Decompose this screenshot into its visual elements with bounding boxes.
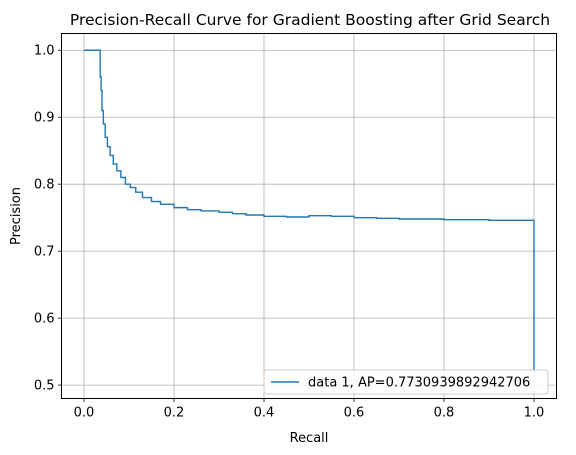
pr-curve-line: [84, 49, 535, 372]
legend-box: [263, 369, 549, 395]
x-tick-label: 0.0: [74, 406, 95, 421]
y-tick-label: 0.9: [34, 111, 55, 126]
plot-frame: [61, 33, 557, 399]
y-tick-label: 0.7: [34, 245, 55, 260]
legend-label: data 1, AP=0.7730939892942706: [308, 376, 530, 391]
y-axis-label: Precision: [9, 187, 24, 245]
chart-title: Precision-Recall Curve for Gradient Boos…: [70, 11, 550, 29]
y-tick-label: 1.0: [34, 44, 55, 59]
x-tick-label: 0.4: [254, 406, 275, 421]
x-tick-label: 0.2: [164, 406, 185, 421]
x-tick-label: 0.6: [344, 406, 365, 421]
series-layer: [84, 49, 535, 372]
y-tick-label: 0.5: [34, 379, 55, 394]
ticks: 0.0 0.2 0.4 0.6 0.8 1.0 0.5 0.6 0.7 0.8 0.9 1.0: [34, 44, 545, 421]
legend: data 1, AP=0.7730939892942706: [263, 369, 549, 395]
y-tick-label: 0.6: [34, 312, 55, 327]
x-axis-label: Recall: [290, 431, 329, 446]
x-tick-label: 0.8: [434, 406, 455, 421]
y-tick-label: 0.8: [34, 178, 55, 193]
x-tick-label: 1.0: [524, 406, 545, 421]
